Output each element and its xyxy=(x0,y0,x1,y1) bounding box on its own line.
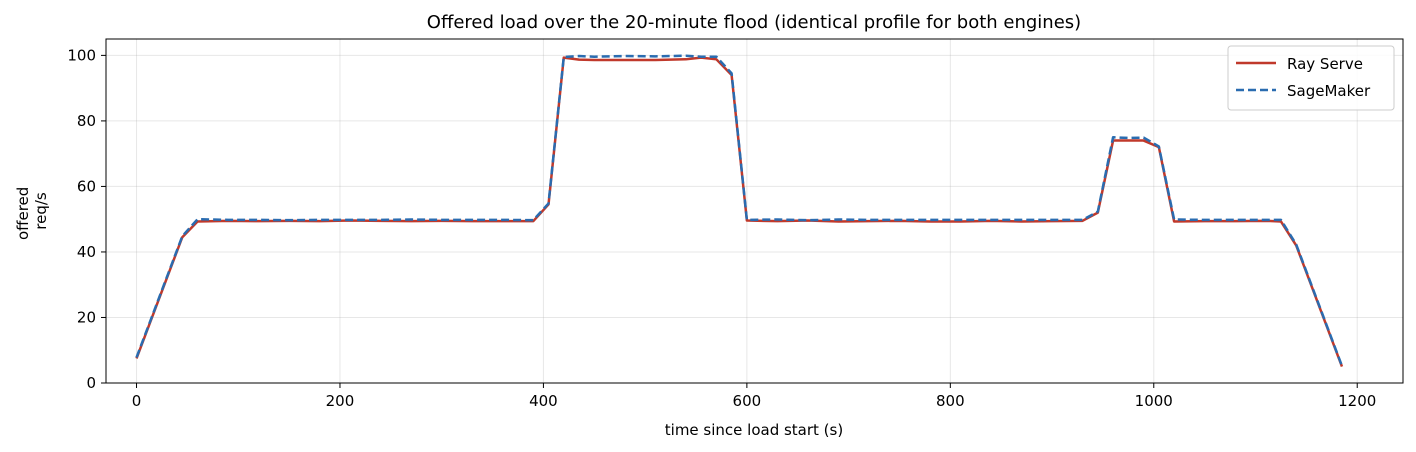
chart-title: Offered load over the 20-minute flood (i… xyxy=(427,12,1081,33)
y-tick-label: 0 xyxy=(86,374,96,392)
y-tick-label: 20 xyxy=(77,308,96,326)
legend-label-ray-serve: Ray Serve xyxy=(1287,55,1363,73)
x-tick-label: 600 xyxy=(733,392,762,410)
x-tick-label: 1000 xyxy=(1135,392,1173,410)
plot-frame xyxy=(105,38,1404,384)
legend: Ray Serve SageMaker xyxy=(1227,45,1395,111)
x-tick-label: 200 xyxy=(326,392,355,410)
y-axis-label: offered req/s xyxy=(14,182,50,240)
x-axis-label: time since load start (s) xyxy=(665,421,843,439)
x-tick-label: 1200 xyxy=(1338,392,1376,410)
x-tick-label: 800 xyxy=(936,392,965,410)
grid xyxy=(106,39,1403,384)
y-tick-label: 60 xyxy=(77,177,96,195)
x-tick-label: 400 xyxy=(529,392,558,410)
x-tick-label: 0 xyxy=(132,392,142,410)
series-line-sagemaker xyxy=(135,54,1344,367)
legend-label-sagemaker: SageMaker xyxy=(1287,82,1371,100)
y-tick-label: 80 xyxy=(77,112,96,130)
series-layer xyxy=(135,54,1344,368)
y-tick-label: 40 xyxy=(77,243,96,261)
y-axis: 0 20 40 60 80 100 xyxy=(67,46,106,392)
x-axis: 0 200 400 600 800 1000 1200 xyxy=(132,383,1376,410)
series-line-ray-serve xyxy=(135,56,1344,368)
y-tick-label: 100 xyxy=(67,46,96,64)
y-axis-label-line-1: offered xyxy=(14,187,32,240)
y-axis-label-line-2: req/s xyxy=(32,192,50,230)
